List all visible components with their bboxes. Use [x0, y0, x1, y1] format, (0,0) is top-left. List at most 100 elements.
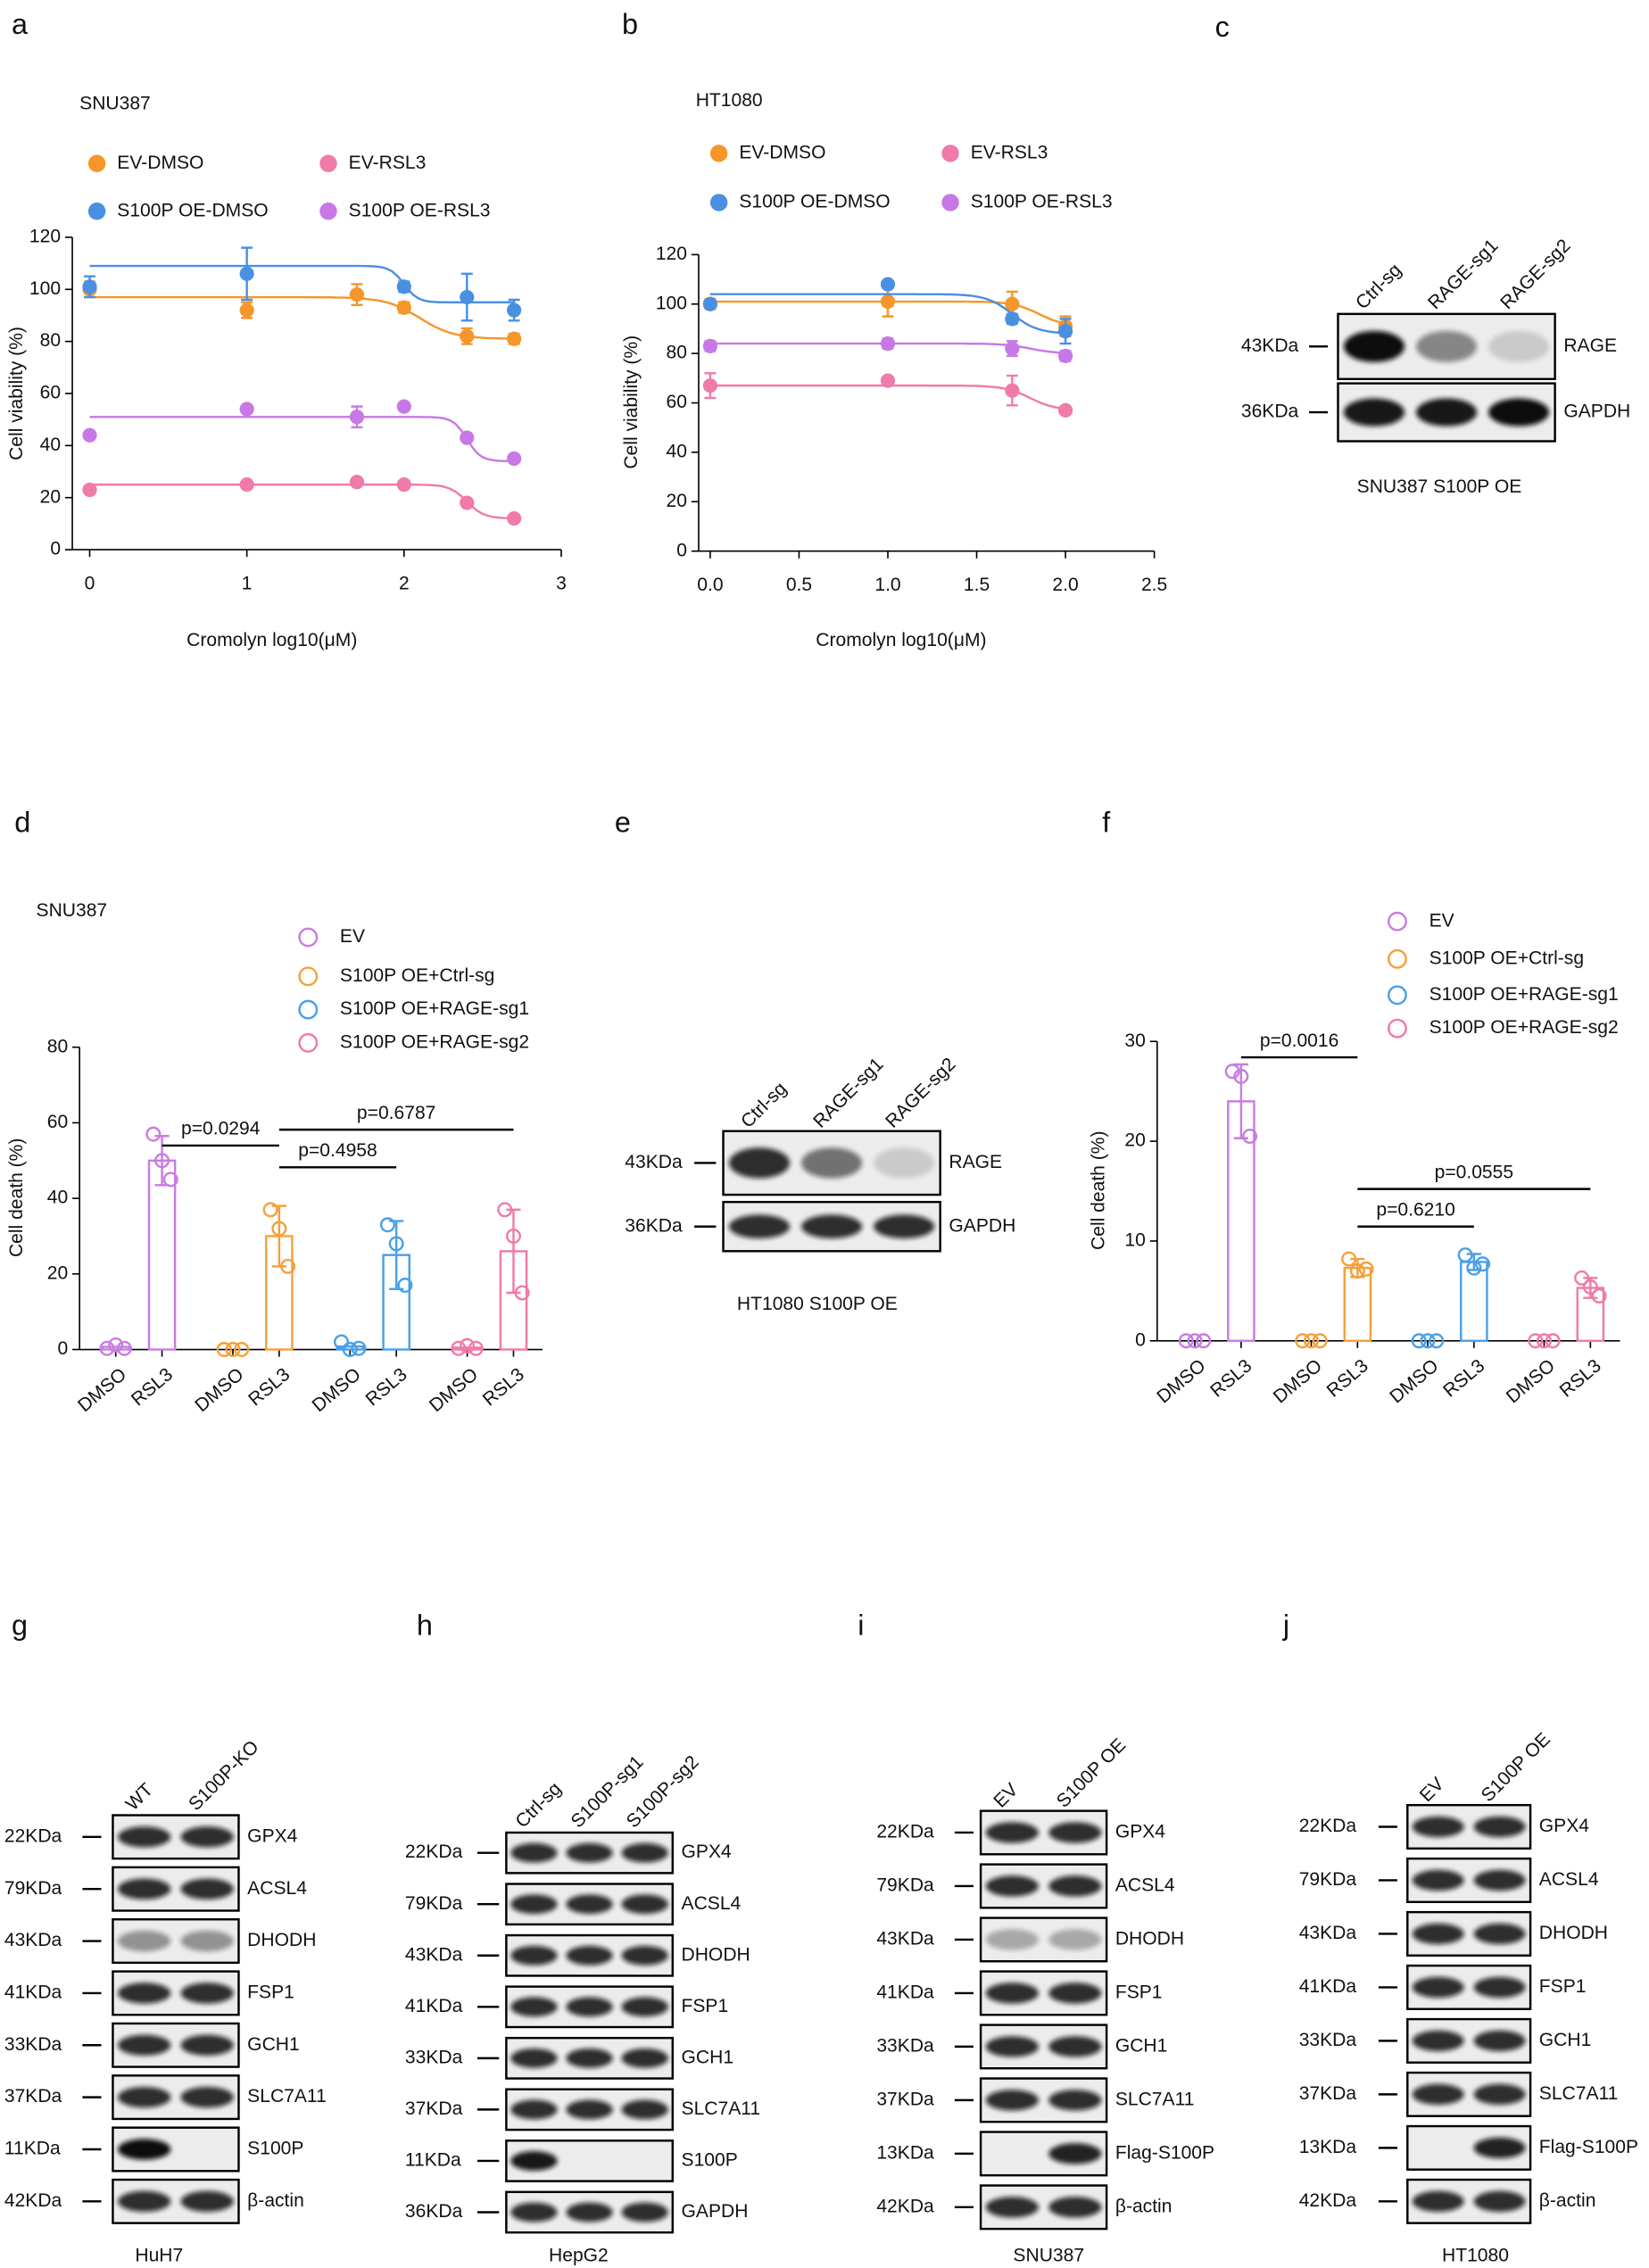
- band: [118, 2190, 171, 2213]
- protein-label: GAPDH: [682, 2201, 749, 2222]
- marker-label: 37KDa: [405, 2098, 463, 2119]
- band: [118, 2034, 171, 2056]
- y-axis-label: Cell death (%): [1089, 1130, 1109, 1249]
- protein-label: GAPDH: [949, 1215, 1015, 1236]
- x-tick-label: RSL3: [1323, 1355, 1372, 1401]
- band: [621, 1997, 668, 2017]
- protein-label: DHODH: [1115, 1928, 1184, 1949]
- fit-curve: [89, 483, 515, 520]
- data-point: [396, 477, 411, 493]
- band: [985, 1822, 1039, 1843]
- legend-label: S100P OE+Ctrl-sg: [340, 965, 494, 986]
- replicate-point: [334, 1334, 350, 1350]
- protein-label: SLC7A11: [1115, 2089, 1195, 2109]
- marker-label: 43KDa: [876, 1928, 934, 1949]
- marker-label: 43KDa: [1299, 1923, 1357, 1943]
- marker-label: 41KDa: [405, 1996, 463, 2016]
- band: [1343, 398, 1405, 426]
- data-point: [460, 430, 475, 445]
- legend-marker: [298, 966, 319, 987]
- marker-label: 33KDa: [1299, 2030, 1357, 2050]
- x-tick-label: DMSO: [1503, 1355, 1559, 1407]
- data-point: [1005, 383, 1020, 398]
- band: [621, 1894, 668, 1915]
- data-point: [1005, 341, 1020, 356]
- band: [621, 2202, 668, 2222]
- p-value: p=0.6210: [1376, 1199, 1454, 1220]
- p-value: p=0.6787: [357, 1103, 435, 1123]
- y-tick-label: 20: [667, 491, 687, 511]
- replicate-point: [397, 1278, 413, 1294]
- protein-label: SLC7A11: [1539, 2083, 1619, 2104]
- marker-label: 22KDa: [876, 1822, 934, 1842]
- y-tick-label: 40: [40, 435, 61, 455]
- band: [1343, 330, 1405, 362]
- data-point: [507, 331, 522, 346]
- marker-label: 37KDa: [876, 2089, 934, 2109]
- replicate-point: [351, 1340, 367, 1356]
- protein-label: DHODH: [1539, 1923, 1608, 1943]
- y-tick-label: 10: [1124, 1230, 1145, 1251]
- marker-label: 36KDa: [405, 2201, 463, 2222]
- panel-letter: c: [1215, 11, 1230, 43]
- p-value: p=0.0016: [1260, 1031, 1338, 1051]
- replicate-point: [108, 1337, 124, 1353]
- x-tick-label: 2: [399, 574, 410, 594]
- band: [510, 1894, 558, 1915]
- legend-marker: [1387, 1018, 1407, 1039]
- y-tick-label: 30: [1124, 1031, 1145, 1051]
- x-tick-label: DMSO: [74, 1364, 130, 1416]
- lane-label: Ctrl-sg: [737, 1079, 791, 1132]
- x-tick-label: 0: [85, 574, 95, 594]
- band: [1416, 398, 1478, 426]
- legend-label: S100P OE-RSL3: [349, 200, 491, 220]
- band: [1412, 2190, 1464, 2213]
- marker-label: 36KDa: [1241, 401, 1299, 422]
- replicate-point: [379, 1217, 395, 1233]
- band: [1473, 2137, 1526, 2159]
- data-point: [507, 302, 522, 318]
- lane-label: Ctrl-sg: [1352, 260, 1405, 313]
- replicate-point: [1187, 1333, 1203, 1349]
- replicate-point: [1429, 1333, 1445, 1349]
- protein-label: RAGE: [1563, 335, 1617, 356]
- band: [621, 1945, 668, 1966]
- error-bar: [1233, 1063, 1248, 1139]
- y-tick-label: 120: [29, 227, 61, 247]
- x-tick-label: RSL3: [479, 1364, 528, 1410]
- replicate-point: [1411, 1333, 1427, 1349]
- data-point: [702, 378, 718, 393]
- blot-caption: HT1080: [1442, 2245, 1509, 2265]
- data-point: [1057, 348, 1073, 364]
- band: [180, 2034, 234, 2056]
- band: [1048, 2090, 1102, 2111]
- band: [1473, 1869, 1526, 1891]
- panel-letter: f: [1102, 807, 1111, 839]
- protein-label: DHODH: [247, 1930, 316, 1950]
- lane-label: S100P OE: [1053, 1734, 1130, 1811]
- band: [118, 2086, 171, 2108]
- fit-curve: [89, 295, 515, 340]
- y-tick-label: 60: [40, 383, 61, 403]
- data-point: [239, 401, 254, 417]
- replicate-point: [1233, 1068, 1249, 1084]
- legend-marker: [1387, 985, 1407, 1006]
- y-tick-label: 80: [47, 1036, 68, 1056]
- band: [1048, 2143, 1102, 2165]
- marker-label: 42KDa: [876, 2196, 934, 2216]
- data-point: [239, 302, 254, 318]
- legend-marker: [941, 194, 959, 211]
- x-tick-label: DMSO: [191, 1364, 247, 1416]
- y-axis-label: Cell viability (%): [621, 335, 642, 469]
- legend-label: S100P OE-DMSO: [739, 192, 890, 212]
- protein-label: FSP1: [682, 1996, 729, 2016]
- bar: [452, 1346, 482, 1351]
- marker-label: 42KDa: [4, 2190, 62, 2211]
- legend-label: EV: [1429, 910, 1454, 931]
- replicate-point: [1349, 1263, 1365, 1279]
- y-tick-label: 60: [667, 392, 687, 412]
- legend-label: EV-DMSO: [739, 142, 825, 162]
- replicate-point: [1536, 1333, 1552, 1349]
- replicate-point: [271, 1221, 287, 1237]
- lane-label: S100P OE: [1478, 1729, 1554, 1806]
